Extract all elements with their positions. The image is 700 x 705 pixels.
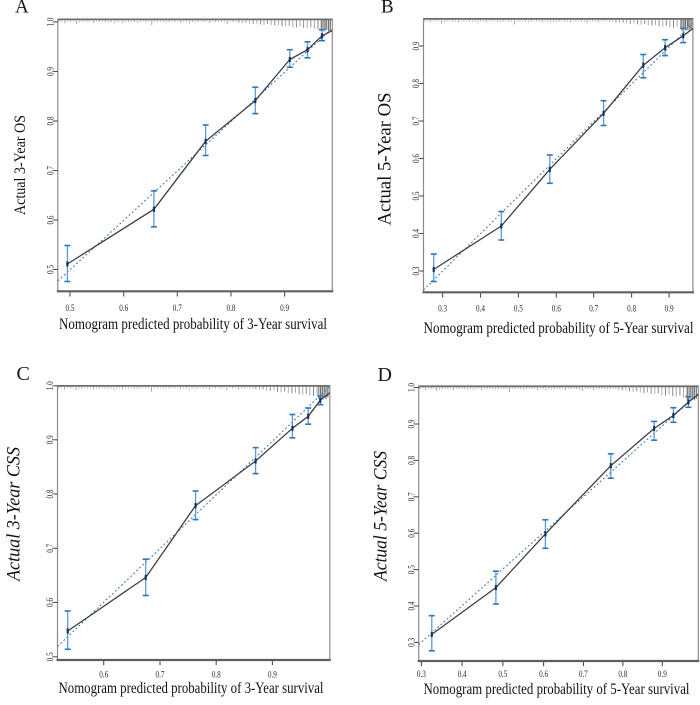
svg-text:0.5: 0.5	[411, 191, 421, 200]
svg-text:0.9: 0.9	[45, 435, 55, 444]
svg-text:0.5: 0.5	[45, 652, 55, 661]
svg-text:1.0: 1.0	[406, 383, 416, 392]
svg-text:Nomogram predicted probability: Nomogram predicted probability of 5-Year…	[424, 681, 690, 698]
svg-text:0.7: 0.7	[45, 166, 55, 175]
svg-text:Actual 5-Year OS: Actual 5-Year OS	[375, 93, 395, 226]
svg-text:C: C	[17, 363, 30, 385]
svg-text:0.7: 0.7	[579, 669, 588, 679]
svg-text:0.8: 0.8	[227, 303, 236, 313]
svg-text:0.7: 0.7	[156, 670, 165, 680]
svg-text:0.5: 0.5	[406, 565, 416, 574]
svg-text:Actual 3-Year OS: Actual 3-Year OS	[12, 115, 29, 215]
svg-text:0.4: 0.4	[411, 229, 421, 238]
svg-text:0.3: 0.3	[411, 266, 421, 275]
svg-text:0.5: 0.5	[514, 304, 523, 314]
svg-text:B: B	[381, 0, 394, 18]
svg-text:0.8: 0.8	[411, 79, 421, 88]
svg-text:Actual 3-Year CSS: Actual 3-Year CSS	[4, 447, 24, 583]
svg-text:0.7: 0.7	[406, 492, 416, 501]
svg-text:1.0: 1.0	[45, 17, 55, 26]
svg-text:1.0: 1.0	[45, 381, 55, 390]
svg-text:0.6: 0.6	[45, 215, 55, 224]
svg-text:0.7: 0.7	[411, 116, 421, 125]
svg-text:0.8: 0.8	[212, 670, 221, 680]
svg-text:0.3: 0.3	[417, 669, 426, 679]
svg-text:Actual 5-Year CSS: Actual 5-Year CSS	[371, 451, 391, 583]
svg-text:0.6: 0.6	[99, 670, 108, 680]
svg-text:0.3: 0.3	[438, 304, 447, 314]
svg-text:0.9: 0.9	[406, 419, 416, 428]
svg-text:0.9: 0.9	[658, 669, 667, 679]
svg-text:0.9: 0.9	[665, 304, 674, 314]
svg-text:A: A	[15, 0, 29, 18]
svg-text:0.4: 0.4	[476, 304, 485, 314]
svg-text:0.4: 0.4	[406, 601, 416, 610]
svg-text:0.8: 0.8	[627, 304, 636, 314]
svg-text:0.6: 0.6	[539, 669, 548, 679]
svg-text:0.8: 0.8	[45, 116, 55, 125]
svg-text:0.9: 0.9	[280, 303, 289, 313]
svg-text:0.6: 0.6	[119, 303, 128, 313]
svg-text:0.3: 0.3	[406, 638, 416, 647]
svg-text:0.9: 0.9	[411, 41, 421, 50]
svg-text:0.9: 0.9	[268, 670, 277, 680]
svg-text:0.8: 0.8	[618, 669, 627, 679]
svg-text:0.7: 0.7	[589, 304, 598, 314]
svg-text:0.8: 0.8	[45, 489, 55, 498]
svg-text:Nomogram predicted probability: Nomogram predicted probability of 3-Year…	[59, 680, 324, 697]
svg-text:0.6: 0.6	[406, 528, 416, 537]
svg-text:0.7: 0.7	[173, 303, 182, 313]
svg-text:Nomogram predicted probability: Nomogram predicted probability of 5-Year…	[424, 320, 694, 337]
svg-text:0.6: 0.6	[552, 304, 561, 314]
svg-text:0.9: 0.9	[45, 67, 55, 76]
svg-text:0.8: 0.8	[406, 456, 416, 465]
svg-text:0.5: 0.5	[498, 669, 507, 679]
svg-text:0.7: 0.7	[45, 543, 55, 552]
svg-text:0.6: 0.6	[411, 154, 421, 163]
svg-text:0.6: 0.6	[45, 598, 55, 607]
svg-text:0.4: 0.4	[458, 669, 467, 679]
svg-text:Nomogram predicted probability: Nomogram predicted probability of 3-Year…	[59, 316, 327, 333]
svg-text:D: D	[378, 364, 392, 386]
svg-text:0.5: 0.5	[66, 303, 75, 313]
svg-text:0.5: 0.5	[45, 265, 55, 274]
